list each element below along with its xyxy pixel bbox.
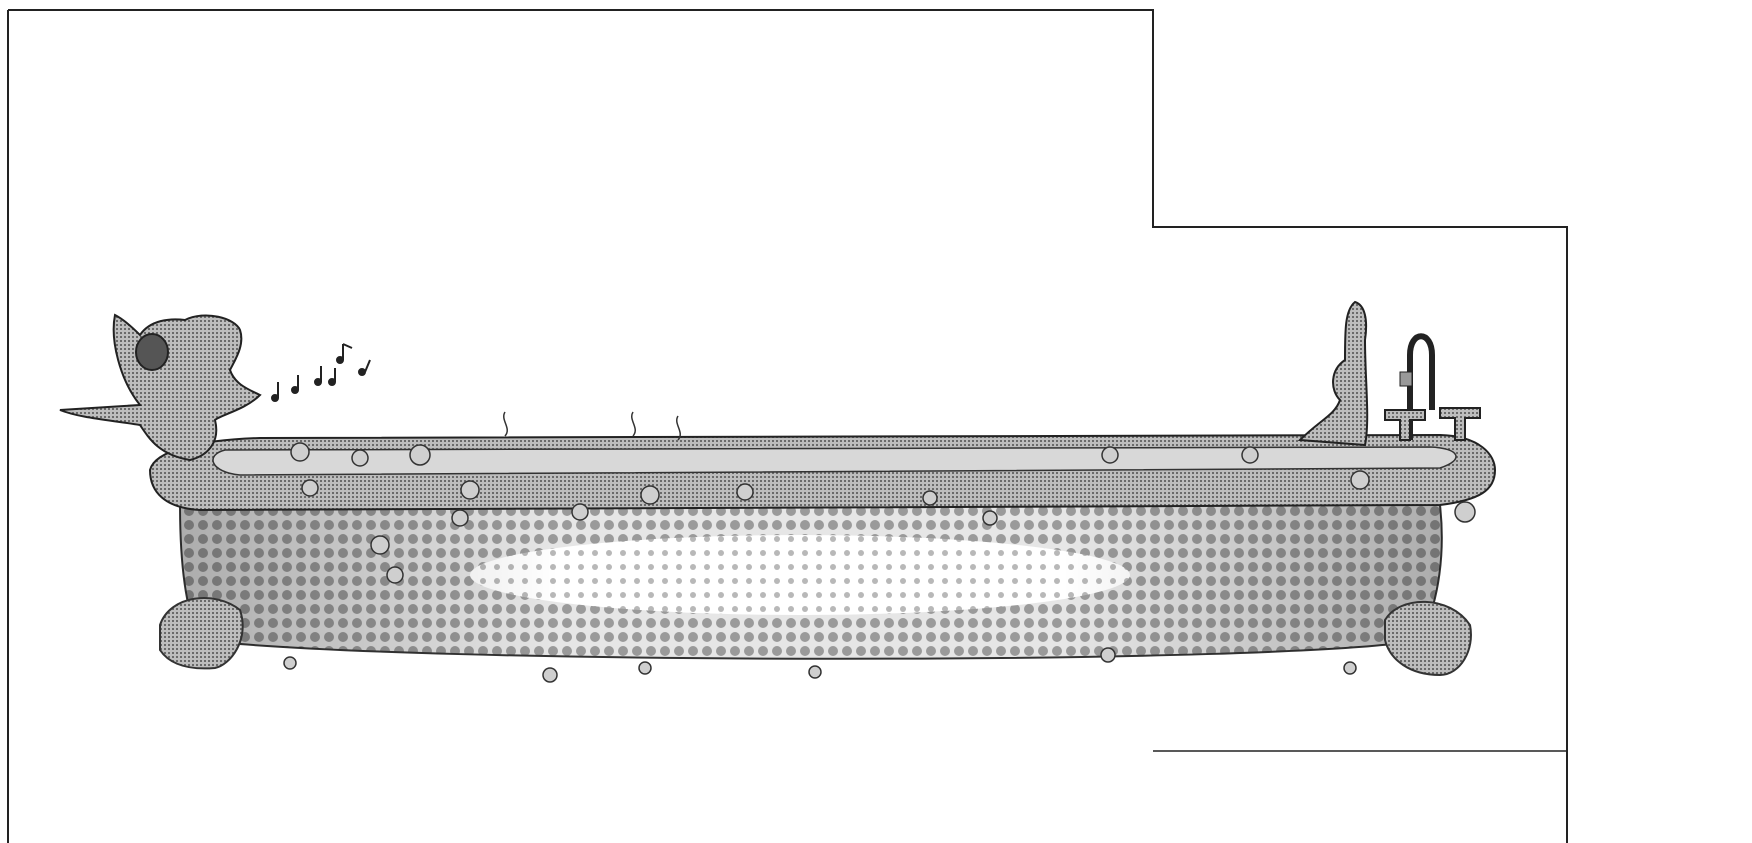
tub-foot (1384, 600, 1472, 677)
dog (59, 313, 262, 462)
tub-foot (159, 597, 244, 670)
tub-inner (212, 446, 1457, 476)
tub-shade (180, 505, 1442, 659)
taps (1384, 407, 1481, 441)
foot (1297, 300, 1369, 447)
dog-ear (135, 333, 169, 371)
steam (503, 411, 681, 441)
frame (7, 9, 1568, 843)
bubbles (283, 442, 1476, 683)
faucet (1407, 333, 1435, 440)
music-notes (271, 343, 371, 402)
faucet-spout (1399, 371, 1413, 387)
